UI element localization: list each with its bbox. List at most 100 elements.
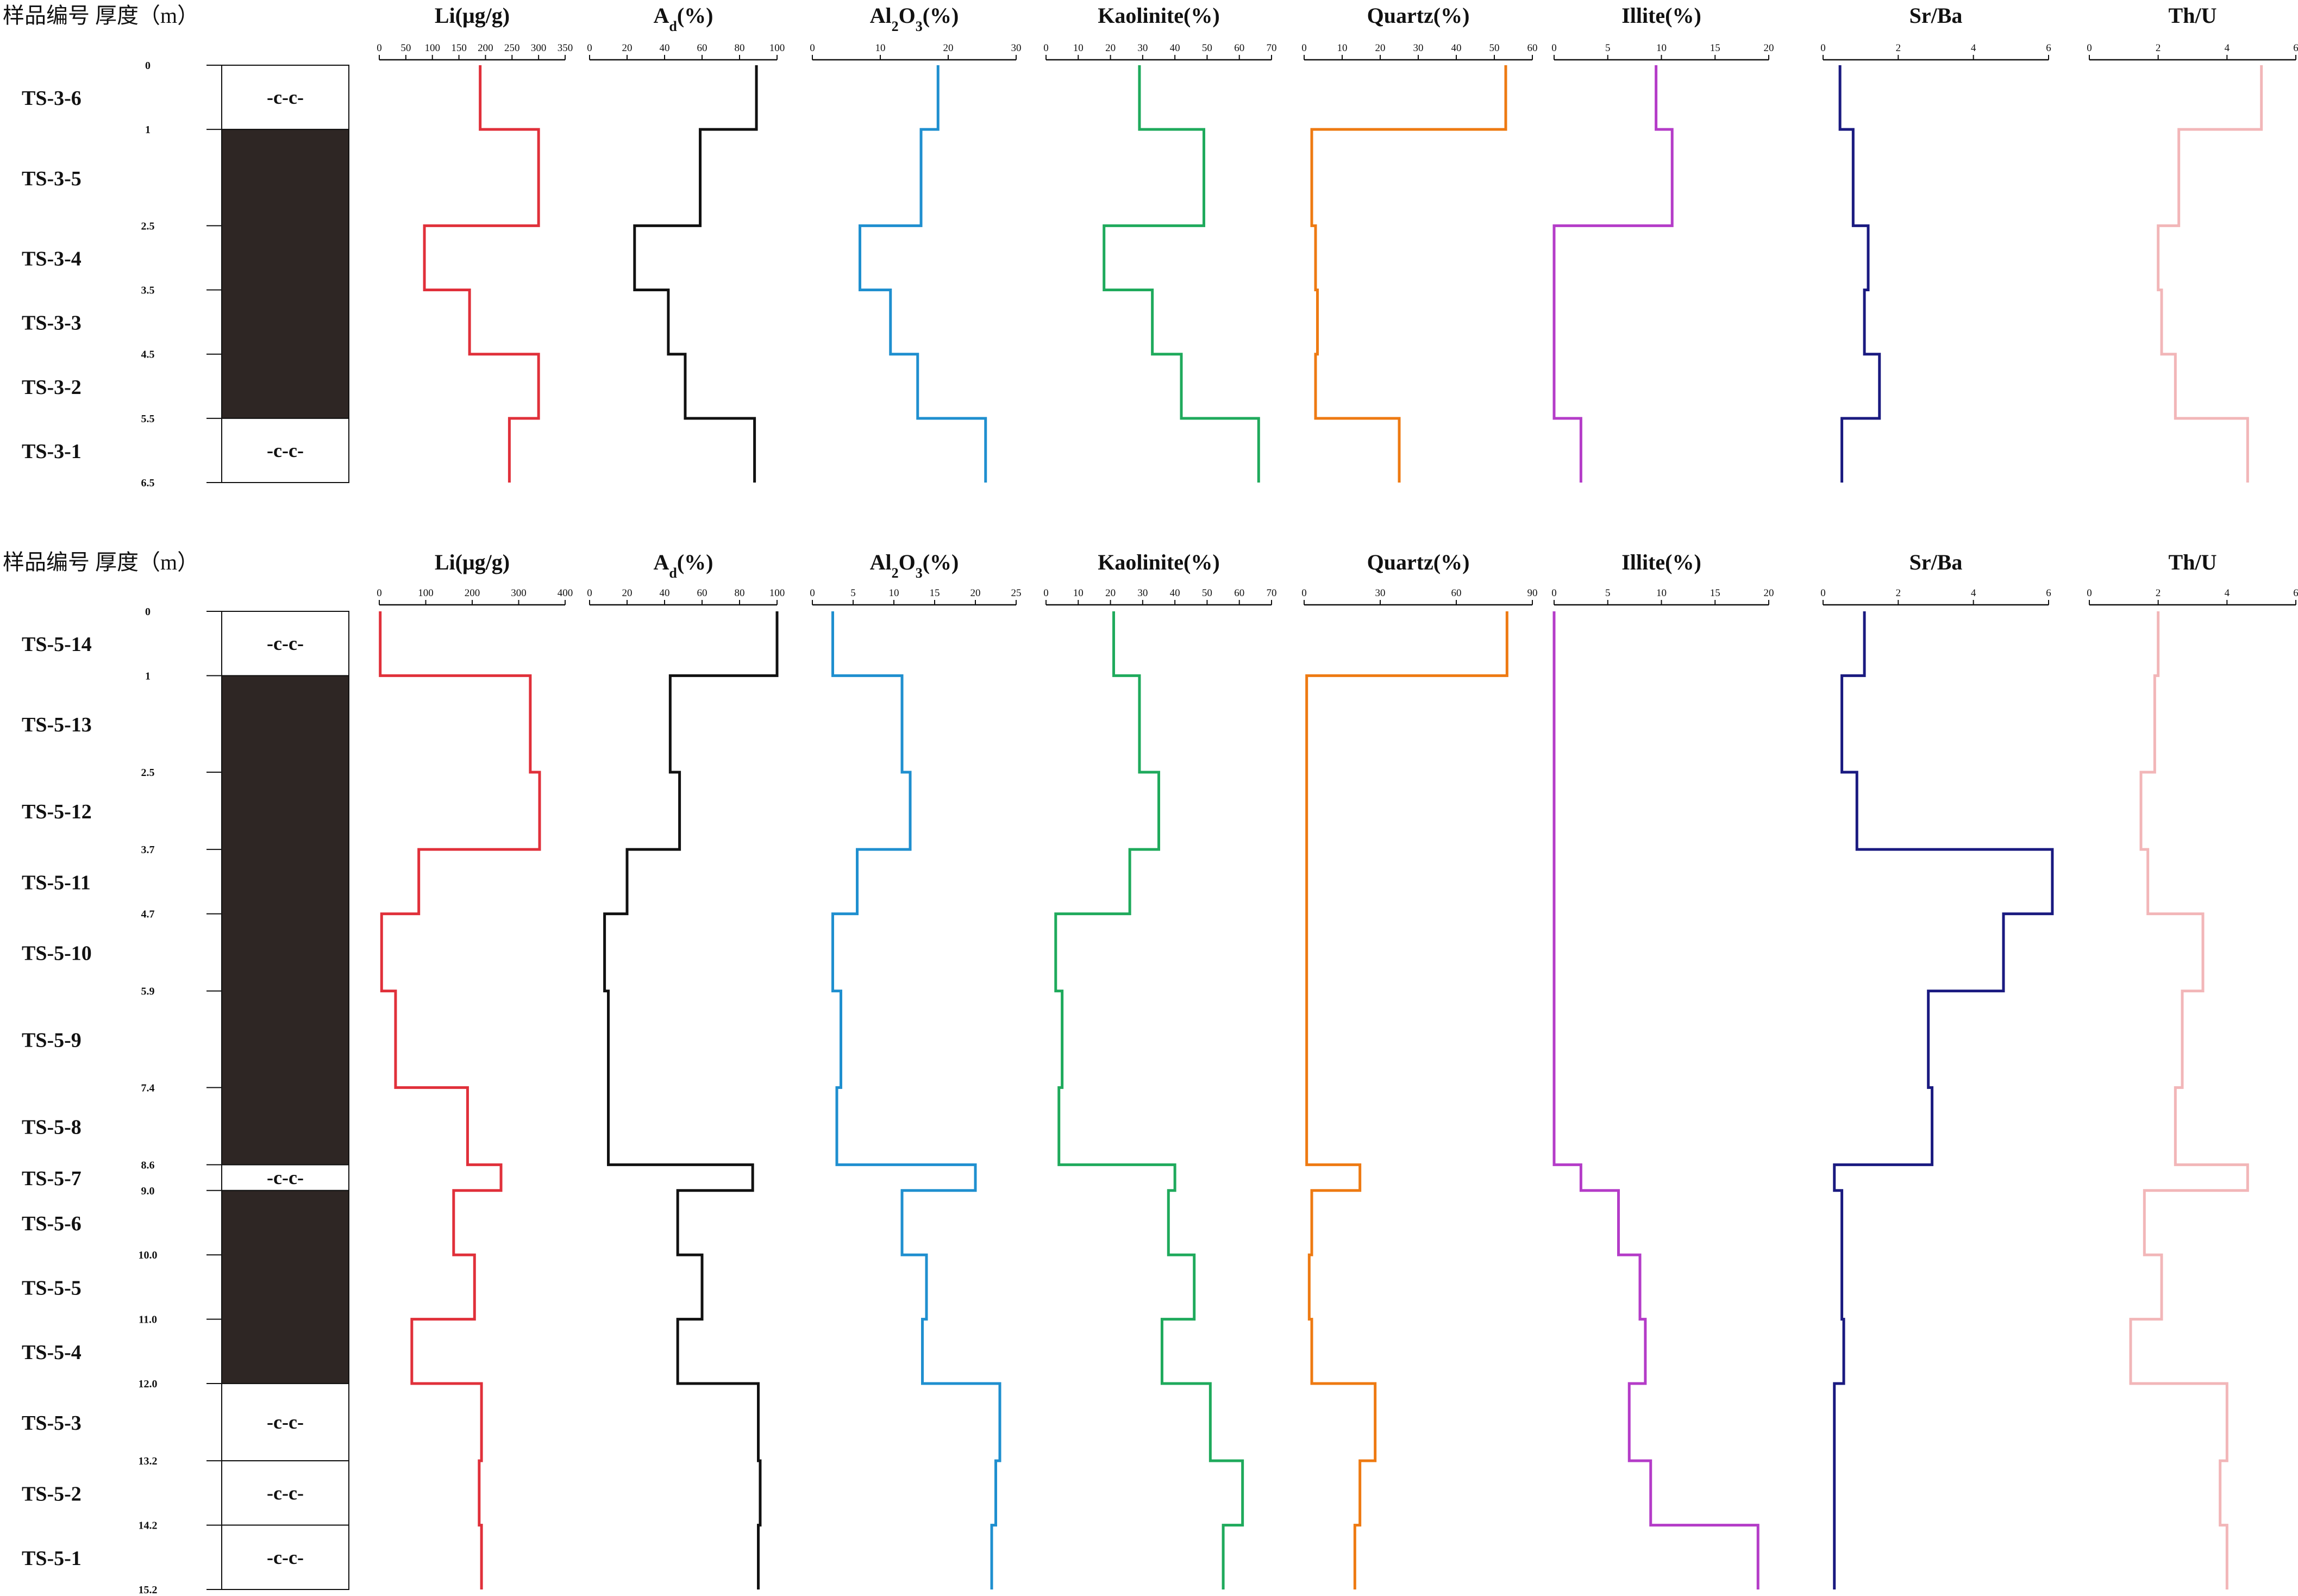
x-tick-label: 350 [558, 42, 573, 54]
sample-id-label: TS-3-1 [22, 440, 82, 463]
x-tick-label: 40 [660, 42, 670, 54]
series-line-thu [2157, 65, 2263, 483]
lithology-rock-layer [221, 417, 349, 483]
x-tick-label: 20 [1375, 42, 1386, 54]
lithology-rock-layer [221, 1460, 349, 1526]
depth-tick-label: 1 [145, 124, 151, 136]
sample-id-label: TS-5-13 [22, 713, 92, 736]
series-header-kaolinite: Kaolinite(%) [1098, 3, 1219, 28]
x-tick-label: 10 [1073, 42, 1084, 54]
x-tick-label: 250 [504, 42, 520, 54]
x-tick-label: 2 [1896, 42, 1901, 54]
x-tick-label: 0 [2087, 587, 2092, 599]
sample-id-label: TS-5-12 [22, 800, 92, 823]
column-kaolinite: Kaolinite(%) 0 10 20 30 40 50 60 70 [1043, 3, 1277, 483]
sample-id-label: TS-5-11 [22, 871, 91, 894]
series-line-quartz [1305, 611, 1508, 1589]
x-tick-label: 20 [622, 42, 633, 54]
series-line-quartz [1310, 65, 1507, 483]
x-tick-label: 150 [451, 42, 467, 54]
series-line-li [379, 611, 541, 1589]
sample-id-label: TS-3-2 [22, 376, 82, 399]
depth-tick-label: 4.5 [141, 349, 155, 361]
column-li: Li(μg/g) 0 50 100 150 200 250 300 350 [377, 3, 573, 483]
x-tick-label: 6 [2293, 42, 2298, 54]
x-tick-label: 0 [1820, 587, 1826, 599]
sample-id-label: TS-5-7 [22, 1167, 82, 1190]
series-header-srba: Sr/Ba [1909, 3, 1963, 28]
series-line-illite [1552, 611, 1759, 1589]
panel-ts-3: 样品编号 厚度（m） -c-c- -c-c- 0 1 2.5 3.5 4.5 5.5 6.5 TS-… [3, 3, 2298, 489]
x-tick-label: 0 [810, 42, 815, 54]
series-line-srba [1833, 611, 2054, 1589]
x-tick-label: 20 [622, 587, 633, 599]
x-tick-label: 60 [1527, 42, 1538, 54]
x-tick-label: 0 [1551, 42, 1557, 54]
x-tick-label: 0 [1301, 42, 1307, 54]
sample-id-label: TS-5-5 [22, 1276, 82, 1299]
depth-tick-label: 0 [145, 606, 151, 618]
depth-tick-label: 3.7 [141, 844, 155, 856]
x-tick-label: 4 [1971, 42, 1976, 54]
column-thu: Th/U 0 2 4 6 [2087, 550, 2298, 1589]
x-tick-label: 10 [1337, 42, 1348, 54]
x-tick-label: 15 [930, 587, 940, 599]
sample-id-label: TS-5-8 [22, 1116, 82, 1138]
lithology-rock-layer [221, 65, 349, 130]
series-header-li: Li(μg/g) [435, 550, 510, 574]
x-tick-label: 50 [1489, 42, 1500, 54]
x-tick-label: 20 [1105, 42, 1116, 54]
depth-tick-label: 8.6 [141, 1159, 155, 1171]
x-tick-label: 20 [1764, 587, 1774, 599]
depth-tick-label: 15.2 [139, 1584, 158, 1596]
column-illite: Illite(%) 0 5 10 15 20 [1551, 550, 1774, 1589]
x-tick-label: 4 [1971, 587, 1976, 599]
column-kaolinite: Kaolinite(%) 0 10 20 30 40 50 60 70 [1043, 550, 1277, 1589]
x-tick-label: 5 [850, 587, 856, 599]
x-tick-label: 60 [1234, 42, 1244, 54]
x-tick-label: 4 [2225, 42, 2230, 54]
sample-id-label: TS-3-4 [22, 247, 82, 270]
x-tick-label: 40 [660, 587, 670, 599]
x-tick-label: 0 [377, 587, 382, 599]
column-illite: Illite(%) 0 5 10 15 20 [1551, 3, 1774, 483]
x-tick-label: 0 [377, 42, 382, 54]
x-tick-label: 30 [1137, 42, 1148, 54]
panel-ts-5: 样品编号 厚度（m） -c-c- -c-c- -c-c- -c-c- -c-c- 0 1 2.5… [3, 550, 2298, 1596]
series-line-illite [1552, 65, 1674, 483]
sample-id-label: TS-5-14 [22, 633, 92, 656]
x-tick-label: 6 [2046, 42, 2051, 54]
x-tick-label: 40 [1170, 587, 1180, 599]
depth-tick-label: 2.5 [141, 767, 155, 779]
x-tick-label: 6 [2046, 587, 2051, 599]
x-tick-label: 70 [1267, 42, 1277, 54]
x-tick-label: 300 [531, 42, 547, 54]
sample-id-label: TS-5-4 [22, 1341, 82, 1364]
x-tick-label: 60 [697, 42, 707, 54]
depth-tick-label: 14.2 [139, 1520, 158, 1532]
x-tick-label: 0 [1301, 587, 1307, 599]
depth-tick-label: 12.0 [139, 1378, 158, 1390]
depth-tick-label: 5.9 [141, 986, 155, 998]
sample-id-label: TS-5-3 [22, 1412, 82, 1435]
series-header-li: Li(μg/g) [435, 3, 510, 28]
sample-id-label: TS-3-3 [22, 312, 82, 335]
x-tick-label: 100 [418, 587, 434, 599]
depth-tick-label: 1 [145, 670, 151, 682]
sample-id-label: TS-5-9 [22, 1029, 82, 1052]
depth-tick-label: 10.0 [139, 1249, 158, 1261]
series-line-al2o3 [831, 611, 1001, 1589]
lithology-symbol-label: -c-c- [267, 440, 304, 461]
x-tick-label: 10 [889, 587, 899, 599]
series-header-illite: Illite(%) [1621, 3, 1701, 28]
x-tick-label: 0 [2087, 42, 2092, 54]
series-line-kaolinite [1103, 65, 1260, 483]
sample-id-label: TS-5-10 [22, 942, 92, 965]
x-tick-label: 100 [424, 42, 440, 54]
x-tick-label: 0 [587, 42, 592, 54]
x-tick-label: 0 [1820, 42, 1826, 54]
lithology-coal-layer [221, 129, 349, 419]
x-tick-label: 100 [769, 587, 785, 599]
x-tick-label: 5 [1605, 42, 1611, 54]
